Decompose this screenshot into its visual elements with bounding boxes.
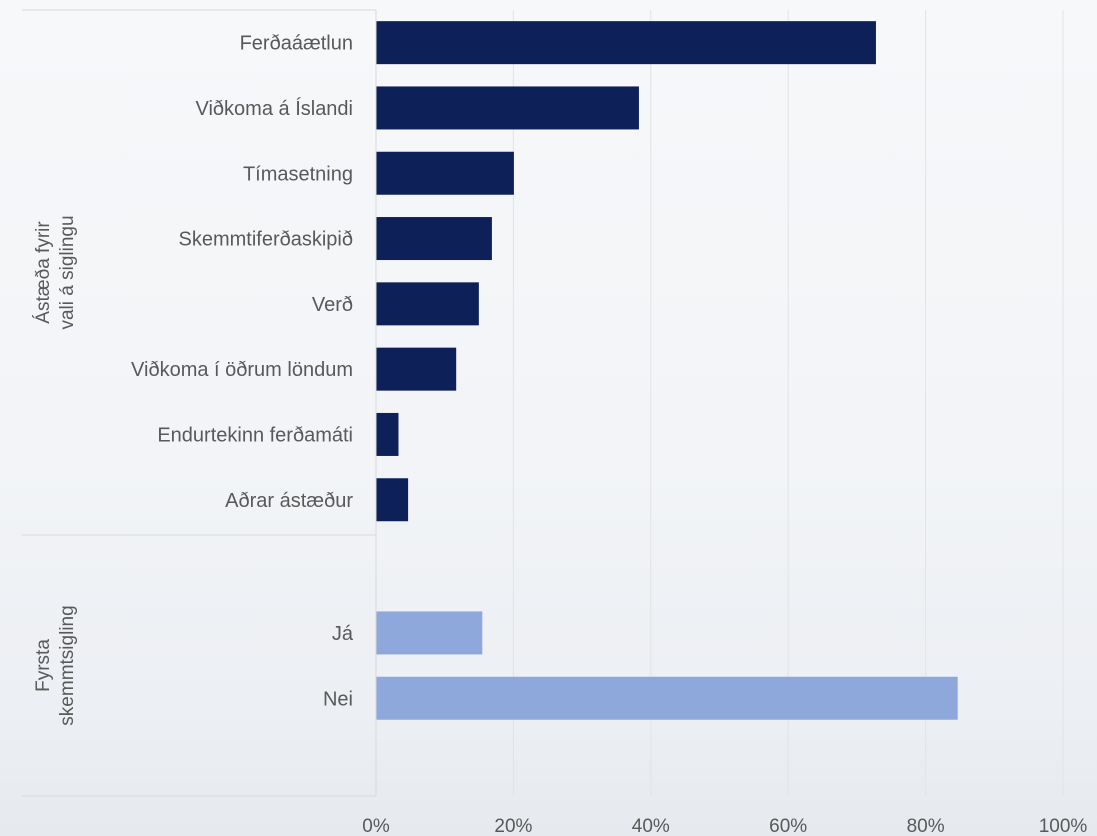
x-tick-labels: 0% 20% 40% 60% 80% 100% (362, 816, 1087, 836)
bar (376, 412, 399, 456)
bar (376, 217, 492, 261)
category-label: Skemmtiferðaskipið (178, 229, 353, 251)
bar (376, 611, 483, 655)
category-label: Verð (312, 294, 353, 316)
bar (376, 86, 639, 130)
category-label: Endurtekinn ferðamáti (157, 424, 353, 446)
category-label: Nei (323, 688, 353, 710)
bar (376, 151, 514, 195)
group-labels: Ástæða fyrir vali á siglingu Fyrsta skemmts… (33, 215, 78, 725)
group-label: Ástæða fyrir vali á siglingu (33, 215, 78, 329)
category-label: Tímasetning (243, 163, 353, 185)
category-label: Aðrar ástæður (225, 490, 353, 512)
x-tick-label: 100% (1039, 816, 1088, 836)
x-tick-label: 60% (769, 816, 807, 836)
x-tick-label: 0% (362, 816, 390, 836)
x-tick-label: 40% (632, 816, 670, 836)
gridlines (512, 10, 1064, 796)
bar (376, 347, 457, 391)
bar (376, 21, 876, 65)
bars (376, 21, 958, 720)
group-label: Fyrsta skemmtsigling (33, 605, 78, 725)
category-label: Já (332, 623, 354, 645)
x-tick-label: 80% (907, 816, 945, 836)
axes (22, 9, 377, 797)
x-tick-label: 20% (494, 816, 532, 836)
bar (376, 478, 409, 522)
bar (376, 282, 479, 326)
category-label: Ferðaáætlun (240, 33, 353, 55)
bar (376, 676, 958, 720)
category-labels: Ferðaáætlun Viðkoma á Íslandi Tímasetning S… (131, 33, 354, 711)
category-label: Viðkoma á Íslandi (196, 97, 354, 120)
category-label: Viðkoma í öðrum löndum (131, 359, 353, 381)
